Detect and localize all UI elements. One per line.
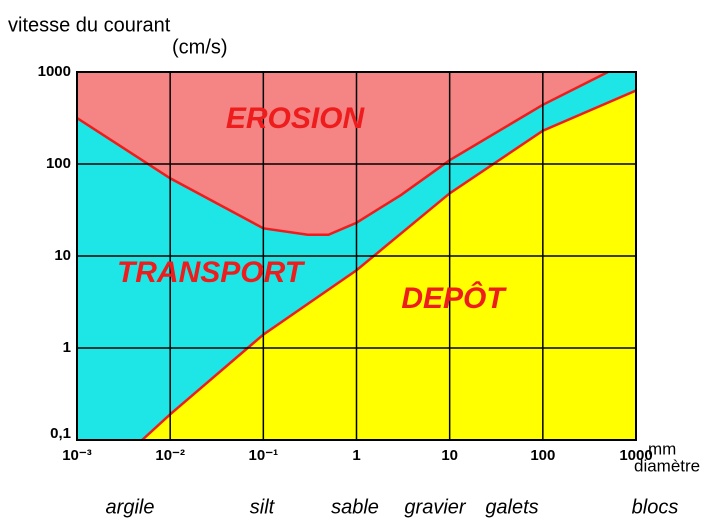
x-tick-label: 1000 [619,447,652,464]
sediment-label: argile [106,496,155,518]
y-axis-unit: (cm/s) [172,36,228,58]
y-axis-title: vitesse du courant [8,14,171,36]
y-tick-label: 100 [46,155,71,172]
x-tick-label: 10⁻¹ [249,447,279,464]
x-tick-label: 10⁻² [155,447,185,464]
x-tick-label: 10⁻³ [62,447,92,464]
y-tick-label: 0,1 [50,425,71,442]
y-tick-label: 1000 [38,63,71,80]
y-tick-label: 10 [54,247,71,264]
x-axis-title: diamètre [634,456,700,475]
sediment-label: sable [331,496,379,518]
y-tick-label: 1 [63,339,71,356]
region-label: TRANSPORT [117,256,306,289]
boundary-line [77,72,609,237]
region-label: DEPÔT [401,281,507,315]
x-tick-label: 1 [352,447,360,464]
sediment-label: silt [250,496,276,518]
x-axis-unit: mm [648,439,676,458]
x-tick-label: 100 [530,447,555,464]
sediment-label: blocs [632,496,679,518]
x-tick-label: 10 [441,447,458,464]
sediment-label: gravier [404,496,466,518]
region-fill [77,72,608,235]
sediment-label: galets [485,496,538,518]
region-label: EROSION [226,102,366,135]
plot-border [76,71,637,441]
region-fill [142,90,636,440]
